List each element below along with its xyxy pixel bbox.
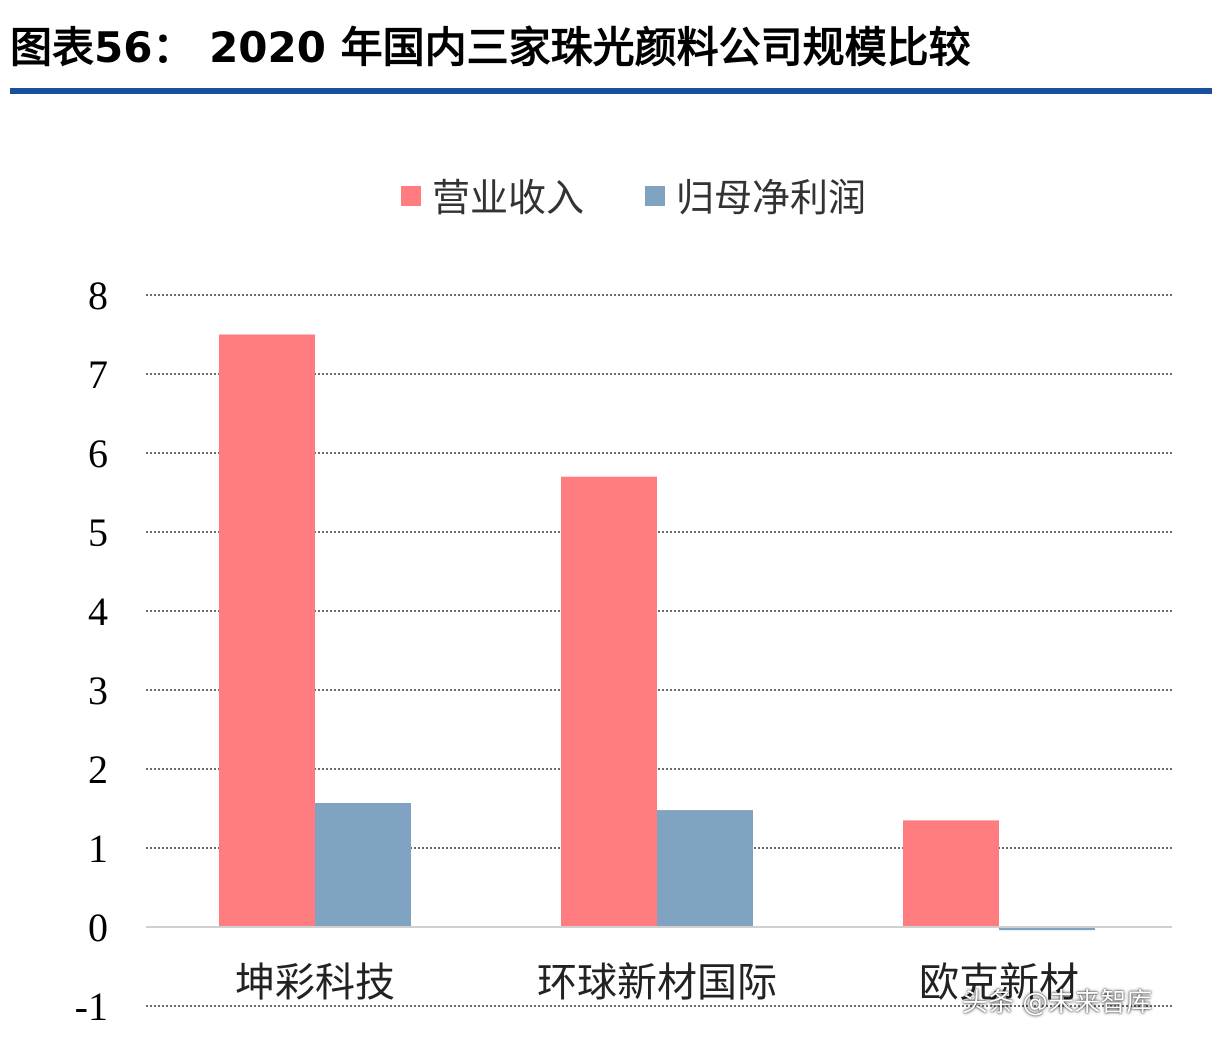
- y-tick-label: 5: [88, 510, 108, 555]
- legend: 营业收入 归母净利润: [401, 176, 866, 220]
- watermark: 头条 @未来智库: [962, 988, 1153, 1018]
- bar-revenue-1: [561, 476, 657, 927]
- y-tick-label: -1: [75, 984, 108, 1029]
- title-rule: [10, 88, 1212, 94]
- y-tick-label: 7: [88, 352, 108, 397]
- bar-revenue-0: [219, 334, 315, 927]
- y-tick-label: 1: [88, 826, 108, 871]
- figure-header: 图表56： 2020 年国内三家珠光颜料公司规模比较: [10, 12, 1200, 92]
- category-label: 欧克新材: [919, 960, 1079, 1006]
- category-label: 环球新材国际: [537, 960, 777, 1006]
- y-tick-label: 0: [88, 905, 108, 950]
- legend-swatch: [645, 186, 665, 206]
- y-tick-label: 4: [88, 589, 108, 634]
- bar-net-profit-1: [657, 810, 753, 927]
- y-axis-ticks: 8 7 6 5 4 3 2 1 0 -1: [75, 273, 108, 1029]
- category-label: 坤彩科技: [235, 960, 395, 1006]
- legend-label: 营业收入: [432, 176, 584, 220]
- y-tick-label: 3: [88, 668, 108, 713]
- bar-net-profit-2: [999, 927, 1095, 931]
- bar-net-profit-0: [315, 802, 411, 927]
- y-tick-label: 2: [88, 747, 108, 792]
- x-axis-labels: 坤彩科技 环球新材国际 欧克新材: [235, 960, 1079, 1006]
- bars: [219, 334, 1095, 931]
- y-tick-label: 6: [88, 431, 108, 476]
- y-tick-label: 8: [88, 273, 108, 318]
- bar-revenue-2: [903, 820, 999, 927]
- figure-title: 图表56： 2020 年国内三家珠光颜料公司规模比较: [10, 23, 971, 72]
- legend-label: 归母净利润: [676, 176, 866, 220]
- legend-swatch: [401, 186, 421, 206]
